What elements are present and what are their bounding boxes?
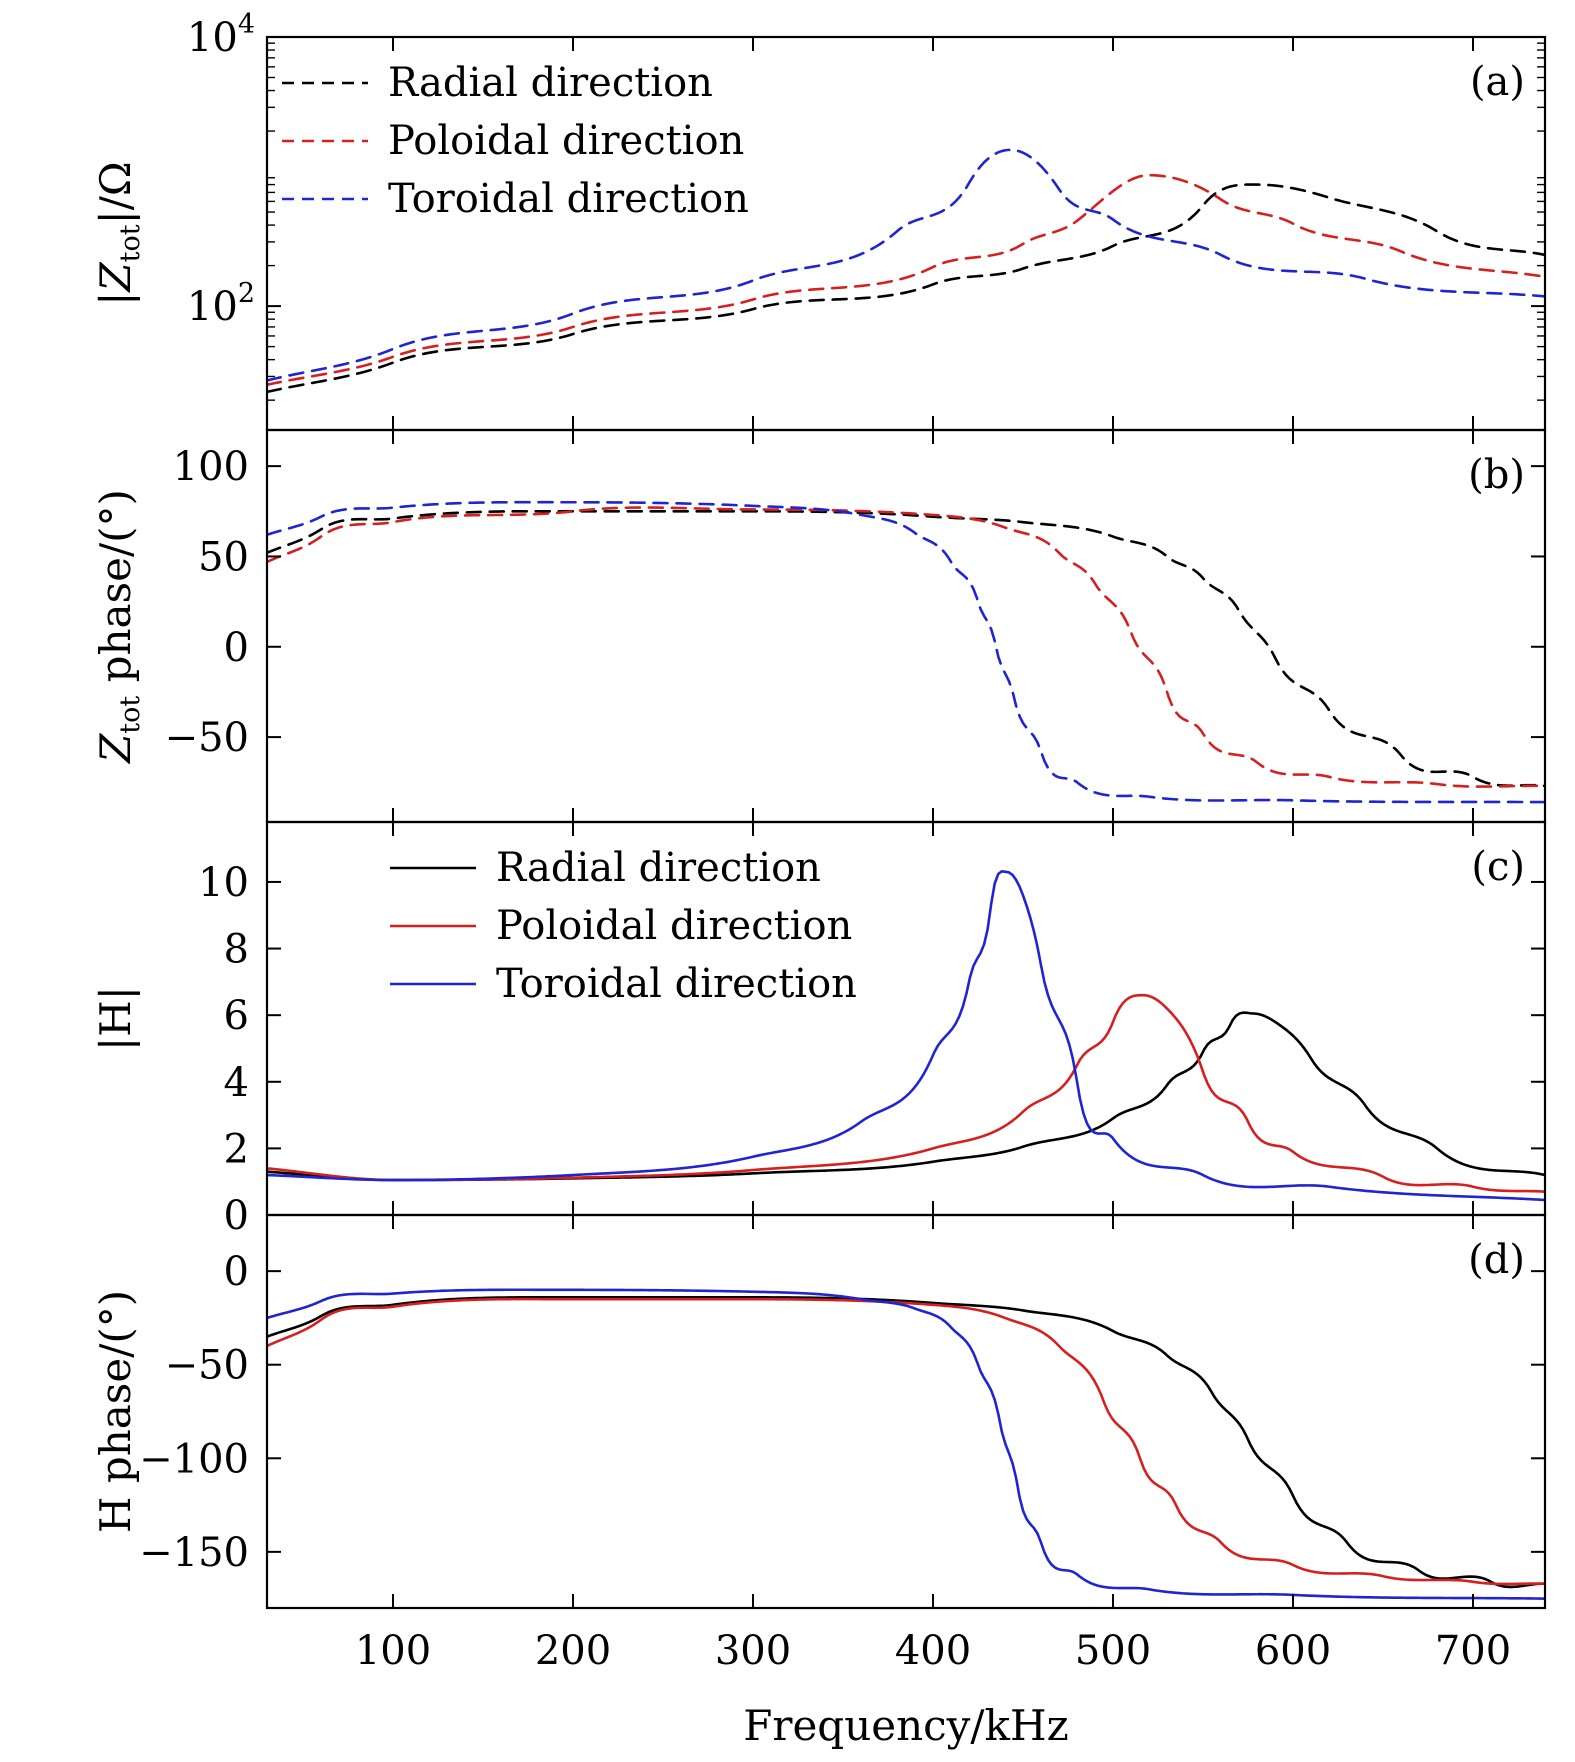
legend-label: Poloidal direction (496, 903, 852, 949)
y-tick-label: 10 (198, 860, 249, 906)
series-line-poloidal (267, 506, 1545, 788)
panel-label: (a) (1470, 59, 1525, 105)
y-tick-label: 6 (224, 993, 249, 1039)
x-tick-label: 700 (1435, 1628, 1511, 1674)
y-axis-label: |Ztot|/Ω (91, 161, 146, 305)
panel-d: −150 −100 −50 0 (d) H phase/(°) (91, 1213, 1547, 1610)
legend: Radial direction Poloidal direction Toroid… (282, 60, 749, 222)
legend-label: Toroidal direction (496, 961, 857, 1007)
panel-label: (c) (1471, 844, 1525, 890)
x-tick-label: 100 (355, 1628, 431, 1674)
y-tick-label: 0 (224, 625, 249, 671)
y-tick-label: 8 (224, 927, 249, 973)
series-line-toroidal (267, 148, 1545, 382)
series-line-toroidal (267, 500, 1545, 804)
series-line-radial (267, 183, 1545, 394)
y-tick-label: 4 (224, 1060, 249, 1106)
legend-label: Radial direction (496, 845, 821, 891)
legend: Radial direction Poloidal direction Toroid… (390, 845, 857, 1007)
series-line-poloidal (267, 173, 1545, 387)
series-line-radial (267, 509, 1545, 788)
y-tick-label: 50 (198, 534, 249, 580)
x-axis-label: Frequency/kHz (743, 1701, 1069, 1750)
legend-label: Radial direction (388, 60, 713, 106)
panel-b: −50 0 50 100 (b) Ztot phase/(°) (91, 428, 1547, 824)
panel-a: 102 104 (a) |Ztot|/Ω Radial direction Poloida… (91, 9, 1547, 432)
y-axis-label: H phase/(°) (91, 1290, 140, 1533)
y-tick-label: 0 (224, 1249, 249, 1295)
panel-label: (d) (1468, 1237, 1525, 1283)
y-axis-label: |H| (91, 986, 140, 1051)
y-tick-label: 102 (187, 278, 255, 330)
y-tick-label: −50 (165, 1343, 249, 1389)
legend-label: Poloidal direction (388, 118, 744, 164)
x-tick-label: 300 (715, 1628, 791, 1674)
panel-label: (b) (1468, 452, 1525, 498)
series-line-toroidal (267, 870, 1545, 1202)
series-line-poloidal (267, 1297, 1545, 1586)
x-tick-label: 500 (1075, 1628, 1151, 1674)
x-tick-label: 600 (1255, 1628, 1331, 1674)
y-tick-label: −100 (139, 1436, 249, 1482)
series-line-toroidal (267, 1288, 1545, 1600)
y-axis-label: Ztot phase/(°) (91, 489, 146, 765)
y-tick-label: −50 (165, 715, 249, 761)
y-tick-label: −150 (139, 1530, 249, 1576)
panel-c: 0 2 4 6 8 10 (c) |H| Radial direction Poloidal di… (91, 820, 1547, 1239)
x-tick-label: 400 (895, 1628, 971, 1674)
x-tick-label: 200 (535, 1628, 611, 1674)
y-tick-label: 100 (173, 444, 249, 490)
y-tick-label: 104 (187, 9, 255, 61)
series-line-radial (267, 1296, 1545, 1589)
y-tick-label: 0 (224, 1193, 249, 1239)
legend-label: Toroidal direction (388, 176, 749, 222)
plot-frame (265, 428, 1547, 824)
y-tick-label: 2 (224, 1126, 249, 1172)
plot-frame (265, 1213, 1547, 1610)
